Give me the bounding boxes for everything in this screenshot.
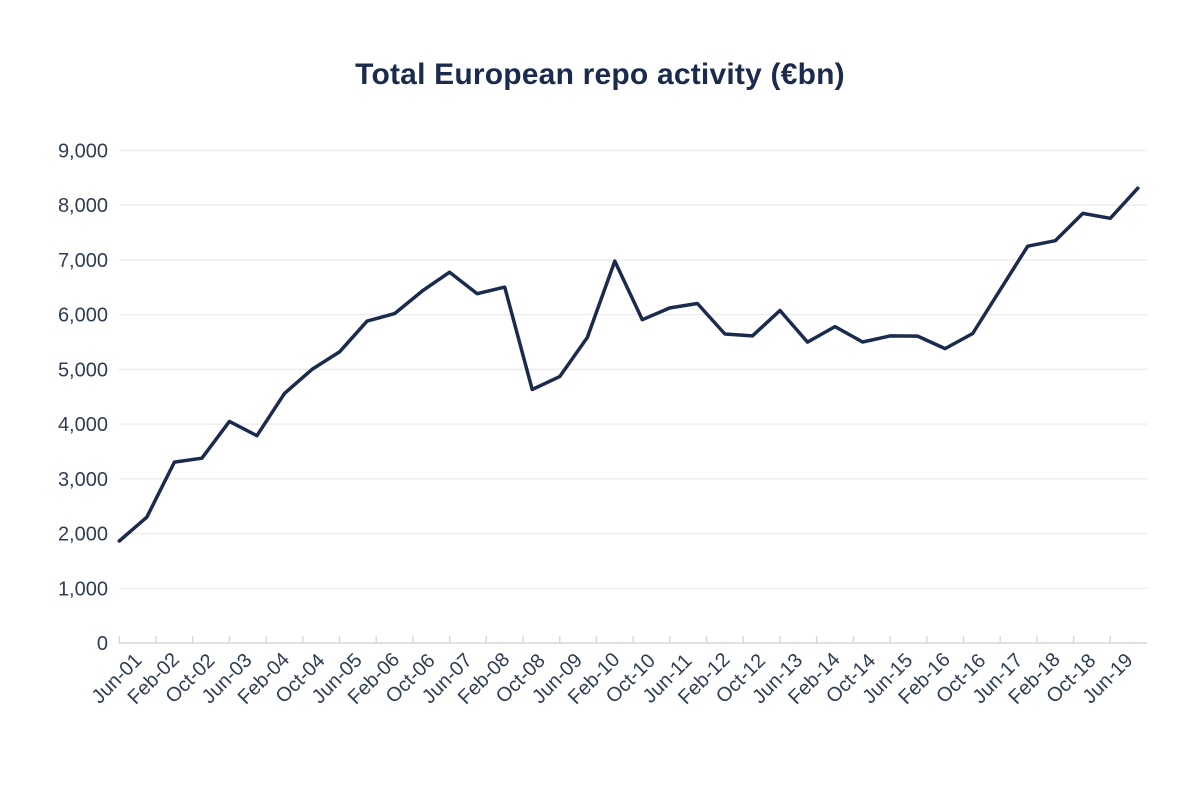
y-tick-label: 9,000 (58, 140, 108, 162)
y-tick-label: 5,000 (58, 359, 108, 381)
y-tick-label: 3,000 (58, 469, 108, 491)
y-tick-label: 6,000 (58, 305, 108, 327)
y-tick-label: 0 (97, 633, 108, 655)
y-tick-label: 7,000 (58, 250, 108, 272)
y-tick-label: 1,000 (58, 578, 108, 600)
y-tick-label: 8,000 (58, 195, 108, 217)
y-tick-label: 4,000 (58, 414, 108, 436)
chart-title: Total European repo activity (€bn) (355, 58, 845, 91)
repo-activity-series-line (117, 186, 1140, 543)
y-tick-label: 2,000 (58, 524, 108, 546)
